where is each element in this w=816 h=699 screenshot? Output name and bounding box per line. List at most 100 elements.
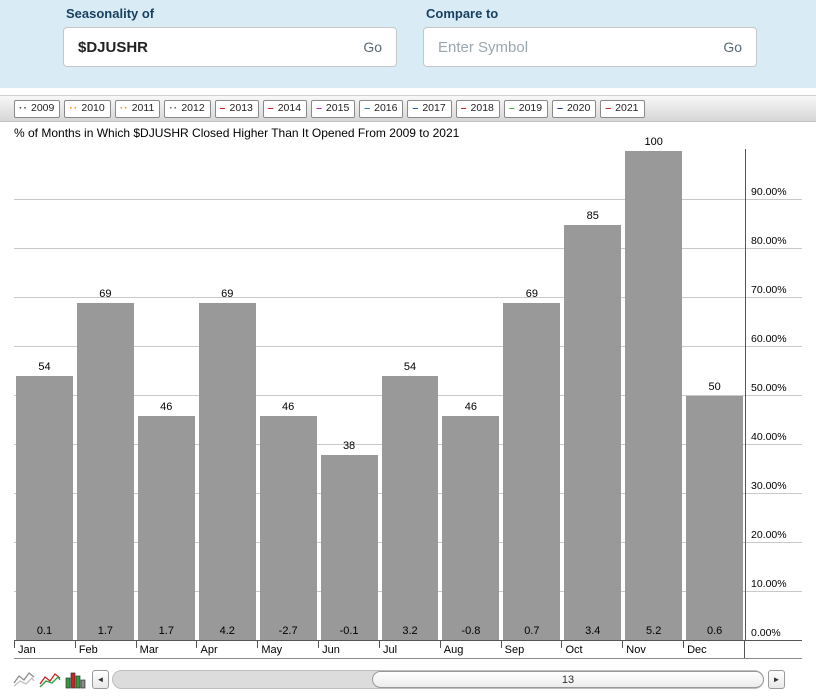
year-marker-icon: – — [605, 101, 613, 114]
bar-nov — [625, 151, 683, 641]
gridline — [14, 346, 802, 347]
bar-column-oct: 85 3.4 — [562, 149, 623, 641]
y-tick-label: 0.00% — [751, 627, 781, 639]
scrollbar-track[interactable]: 13 — [112, 670, 764, 689]
bar-avg-change-label: -0.8 — [461, 625, 481, 637]
year-button-2010[interactable]: ·· 2010 — [64, 99, 111, 118]
year-label: 2015 — [325, 101, 350, 114]
bar-avg-change-label: 0.7 — [524, 625, 540, 637]
month-cell-mar: Mar — [135, 641, 197, 658]
month-label: Dec — [687, 644, 707, 656]
year-marker-icon: – — [557, 101, 564, 114]
year-marker-icon: ·· — [19, 101, 28, 114]
bar-avg-change-label: 5.2 — [646, 625, 662, 637]
month-tick — [135, 641, 137, 648]
bar-avg-change-label: -2.7 — [278, 625, 298, 637]
bar-jul — [381, 376, 439, 641]
year-button-2016[interactable]: –2016 — [359, 99, 404, 118]
year-button-2015[interactable]: –2015 — [311, 99, 356, 118]
month-label: May — [261, 644, 283, 656]
y-tick-label: 20.00% — [751, 529, 787, 541]
year-marker-icon: ·· — [169, 101, 179, 114]
bar-avg-change-label: 1.7 — [97, 625, 114, 637]
year-button-2018[interactable]: –2018 — [455, 99, 500, 118]
year-label: 2010 — [81, 101, 105, 114]
right-arrow-icon: ► — [772, 675, 781, 684]
y-tick-label: 80.00% — [751, 235, 787, 247]
year-label: 2011 — [131, 101, 155, 114]
bar-value-label: 46 — [282, 400, 295, 413]
year-button-2014[interactable]: –2014 — [262, 99, 308, 118]
gridline — [14, 248, 802, 249]
bar-value-label: 54 — [403, 361, 417, 374]
bar-avg-change-label: 1.7 — [158, 625, 174, 637]
bar-column-apr: 69 4.2 — [197, 149, 258, 641]
month-tick — [14, 641, 15, 648]
symbol-input-wrap: Go — [63, 27, 397, 67]
month-cell-dec: Dec — [683, 641, 744, 658]
y-tick-label: 40.00% — [751, 431, 787, 443]
month-label: Nov — [626, 644, 646, 656]
month-cell-oct: Oct — [561, 641, 622, 658]
month-cell-apr: Apr — [196, 641, 257, 658]
year-button-2019[interactable]: –2019 — [503, 99, 549, 118]
month-label: Apr — [200, 644, 218, 656]
year-label: 2017 — [422, 101, 446, 114]
year-label: 2013 — [229, 101, 253, 114]
chart-bottom-border — [14, 658, 802, 659]
y-tick-label: 30.00% — [751, 480, 787, 492]
bar-value-label: 69 — [99, 287, 112, 300]
bar-jun — [320, 454, 378, 641]
month-label: Jan — [18, 644, 36, 656]
gridline — [14, 297, 802, 298]
symbol-input[interactable] — [63, 27, 397, 67]
bar-avg-change-label: 3.2 — [402, 625, 418, 637]
bar-value-label: 54 — [38, 361, 51, 374]
year-marker-icon: – — [316, 101, 323, 114]
bar-column-feb: 69 1.7 — [75, 149, 136, 641]
year-button-2013[interactable]: –2013 — [214, 99, 259, 118]
scroll-right-button[interactable]: ► — [768, 670, 785, 689]
bar-mar — [137, 415, 195, 641]
scroll-left-button[interactable]: ◄ — [92, 670, 109, 689]
y-tick-label: 50.00% — [751, 382, 787, 394]
year-marker-icon: – — [460, 101, 468, 114]
month-tick — [257, 641, 259, 648]
symbol-go-button[interactable]: Go — [363, 39, 382, 55]
year-button-2017[interactable]: –2017 — [407, 99, 452, 118]
compare-chart-icon[interactable] — [38, 669, 62, 690]
year-button-2020[interactable]: –2020 — [552, 99, 597, 118]
year-label: 2019 — [518, 101, 543, 114]
y-tick-label: 70.00% — [751, 284, 787, 296]
month-tick — [439, 641, 441, 648]
bar-avg-change-label: 0.1 — [36, 625, 53, 637]
month-label: Jul — [382, 644, 398, 656]
compare-input-wrap: Go — [423, 27, 757, 67]
year-button-2011[interactable]: ·· 2011 — [114, 99, 161, 118]
bar-avg-change-label: 4.2 — [219, 625, 235, 637]
line-chart-icon[interactable] — [12, 669, 36, 690]
month-label: Oct — [565, 644, 583, 656]
month-tick — [378, 641, 380, 648]
bar-chart: 54 0.1 69 1.7 46 1.7 69 4.2 46 -2.7 38 -0.1 54 3.2 46-… — [14, 136, 802, 641]
compare-go-button[interactable]: Go — [723, 39, 742, 55]
compare-input[interactable] — [423, 27, 757, 67]
year-button-2021[interactable]: –2021 — [600, 99, 645, 118]
year-marker-icon: – — [364, 101, 372, 114]
month-label: Mar — [139, 644, 159, 656]
bar-may — [259, 415, 317, 641]
bar-column-mar: 46 1.7 — [136, 149, 197, 641]
bar-column-jun: 38 -0.1 — [319, 149, 380, 641]
year-marker-icon: – — [412, 101, 420, 114]
histogram-icon[interactable] — [64, 669, 88, 690]
y-axis-line — [745, 149, 746, 641]
year-button-2012[interactable]: ·· 2012 — [164, 99, 211, 118]
scrollbar-thumb[interactable]: 13 — [372, 671, 764, 688]
gridline — [14, 199, 802, 200]
year-button-2009[interactable]: ·· 2009 — [14, 99, 61, 118]
year-marker-icon: – — [267, 101, 275, 114]
year-label: 2020 — [566, 101, 591, 114]
bar-column-dec: 50 0.6 — [684, 149, 745, 641]
compare-field-group: Compare to Go — [423, 6, 757, 67]
month-tick — [622, 641, 624, 648]
